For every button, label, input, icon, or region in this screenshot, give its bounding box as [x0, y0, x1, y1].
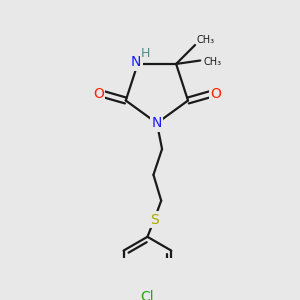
Text: O: O [93, 87, 104, 100]
Text: H: H [141, 47, 150, 60]
Text: N: N [131, 55, 141, 69]
Text: O: O [210, 87, 221, 100]
Text: CH₃: CH₃ [204, 57, 222, 67]
Text: Cl: Cl [141, 290, 154, 300]
Text: CH₃: CH₃ [197, 35, 215, 45]
Text: S: S [150, 213, 159, 226]
Text: N: N [152, 116, 162, 130]
